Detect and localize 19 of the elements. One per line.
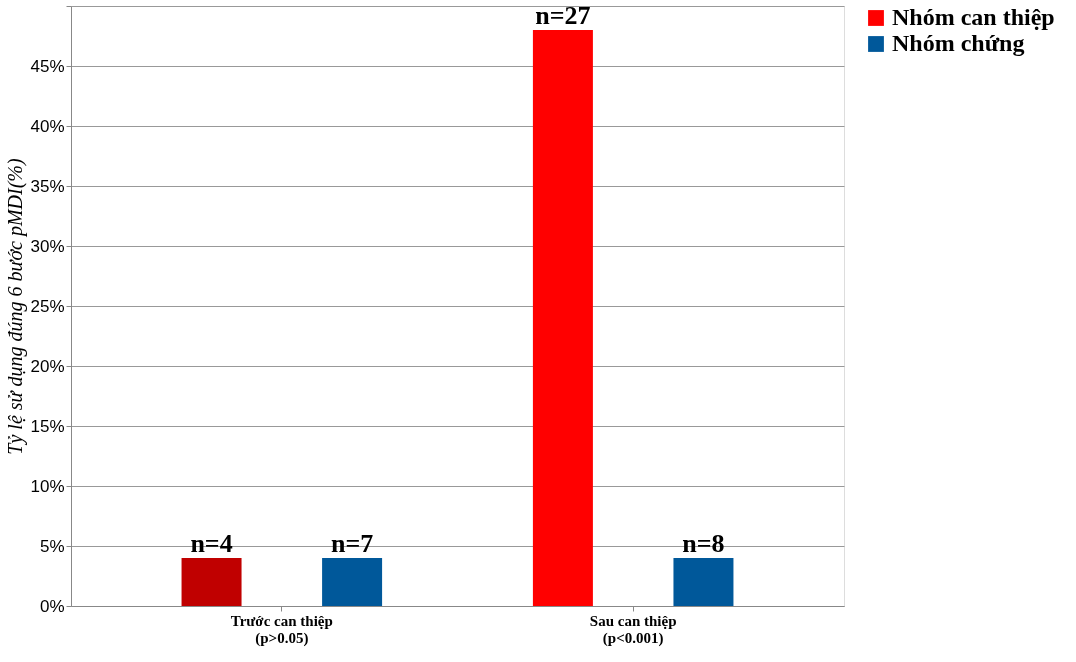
y-tick-label: 35% <box>30 176 65 196</box>
y-tick-label: 15% <box>30 416 65 436</box>
legend-label: Nhóm chứng <box>892 30 1025 56</box>
legend-label: Nhóm can thiệp <box>892 4 1055 30</box>
y-tick-label: 5% <box>39 536 65 556</box>
y-tick-label: 0% <box>39 596 65 616</box>
y-axis-title: Tỷ lệ sử dụng đúng 6 bước pMDI(%) <box>4 158 28 455</box>
y-tick-label: 10% <box>30 476 65 496</box>
annotation: n=27 <box>535 1 591 30</box>
x-tick-label: Trước can thiệp (p>0.05) <box>230 612 333 647</box>
annotation: n=8 <box>682 529 725 558</box>
y-tick-label: 45% <box>30 56 65 76</box>
y-tick-label: 25% <box>30 296 65 316</box>
annotation: n=7 <box>330 529 374 558</box>
y-tick-label: 40% <box>30 116 65 136</box>
y-tick-label: 30% <box>30 236 65 256</box>
x-tick-label: Sau can thiệp (p<0.001) <box>589 612 677 647</box>
annotation: n=4 <box>190 529 233 558</box>
y-tick-label: 20% <box>30 356 65 376</box>
